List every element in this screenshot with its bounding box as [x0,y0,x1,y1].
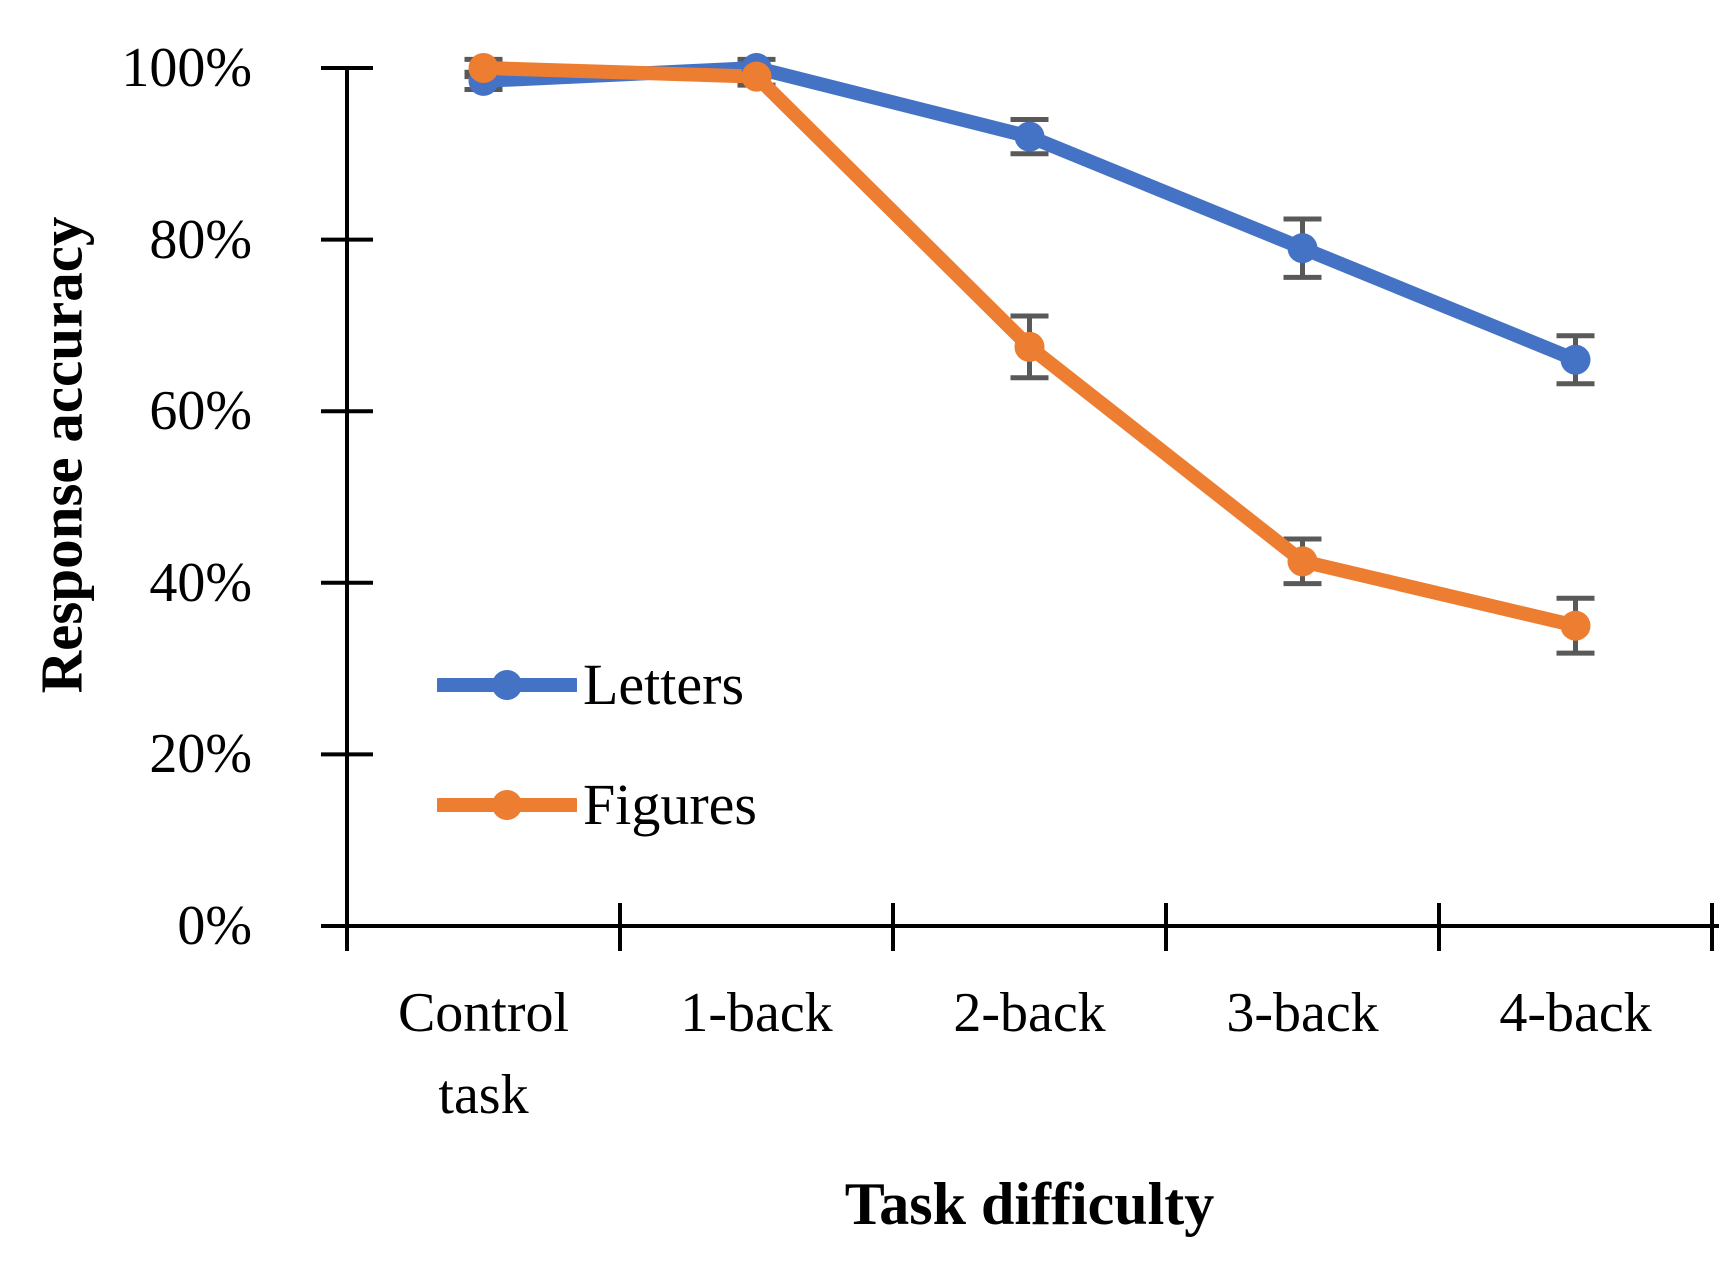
x-axis-title: Task difficulty [844,1171,1215,1237]
x-tick-label: 3-back [1226,982,1379,1044]
y-axis-title: Response accuracy [28,216,95,694]
data-point [1560,610,1591,641]
legend-label-letters: Letters [583,652,745,717]
legend-item-letters: Letters [437,648,757,722]
y-tick-label: 40% [149,551,252,614]
legend-label-figures: Figures [583,772,757,837]
legend-item-figures: Figures [437,768,757,842]
data-point [1287,233,1318,264]
legend: Letters Figures [437,648,757,888]
data-point [741,61,772,92]
y-tick-label: 0% [177,895,252,957]
data-point [1560,344,1591,375]
x-tick-label: Control task [397,982,570,1126]
figures-legend-swatch-icon [437,790,577,820]
series-figures-markers [468,53,1591,641]
data-point [1014,121,1045,152]
x-tick-label: 1-back [680,982,833,1044]
data-point [1287,546,1318,577]
data-point [1014,331,1045,362]
data-point [468,53,499,83]
x-tick-label: 4-back [1499,982,1652,1044]
y-tick-label: 20% [149,723,252,786]
letters-legend-swatch-icon [437,670,577,700]
y-tick-label: 80% [149,208,252,271]
y-tick-label: 100% [121,37,252,99]
axes [321,66,1719,951]
x-tick-label: 2-back [953,982,1106,1044]
y-tick-label: 60% [149,380,252,443]
